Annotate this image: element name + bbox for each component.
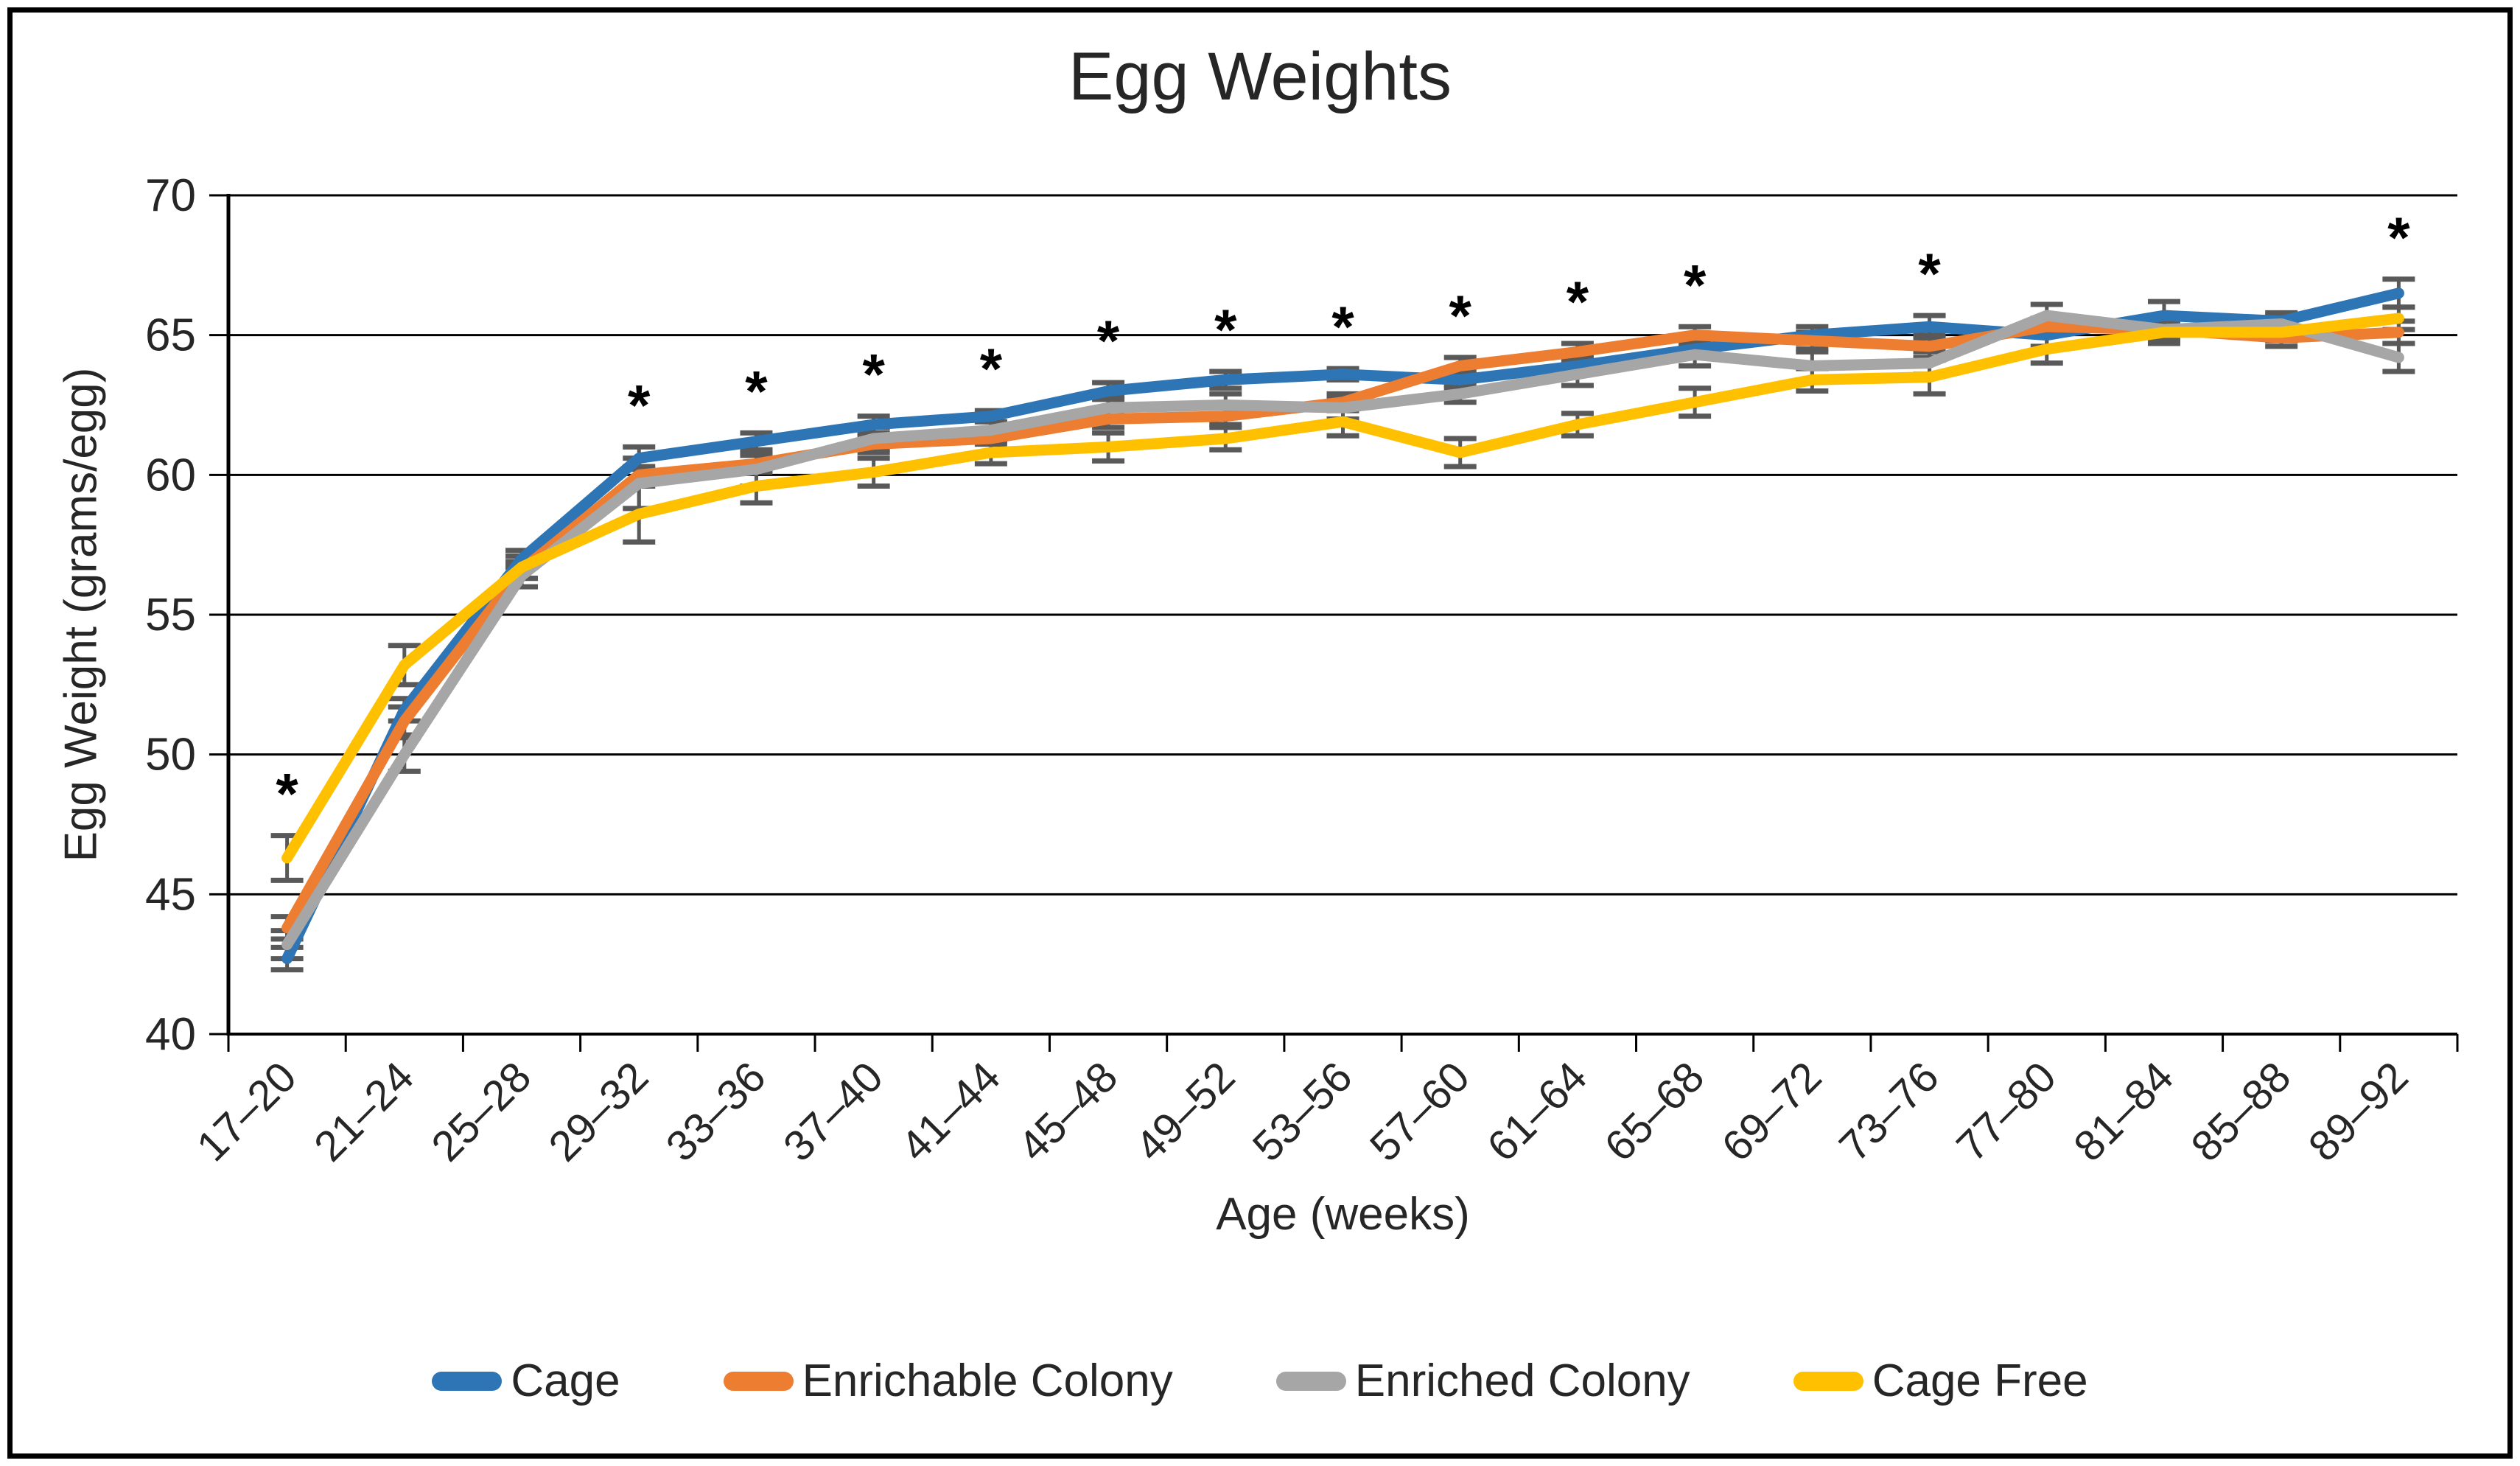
significance-asterisk: * xyxy=(1449,283,1472,348)
x-tick-label: 25–28 xyxy=(422,1053,540,1170)
x-tick-label: 57–60 xyxy=(1361,1053,1479,1170)
x-tick-label: 17–20 xyxy=(188,1053,306,1170)
significance-asterisk: * xyxy=(2387,205,2410,270)
x-tick-label: 29–32 xyxy=(539,1053,657,1170)
x-tick-label: 41–44 xyxy=(892,1053,1009,1170)
significance-asterisk: * xyxy=(1214,297,1237,362)
x-tick-label: 33–36 xyxy=(657,1053,775,1170)
y-tick-label: 40 xyxy=(145,1009,196,1060)
legend-label-cage: Cage xyxy=(511,1355,620,1406)
chart-title: Egg Weights xyxy=(1068,39,1452,114)
legend-item-enrichable-colony: Enrichable Colony xyxy=(723,1355,1173,1407)
x-tick-label: 53–56 xyxy=(1244,1053,1362,1170)
x-tick-label: 81–84 xyxy=(2065,1053,2183,1170)
legend-item-enriched-colony: Enriched Colony xyxy=(1275,1355,1690,1407)
x-tick-label: 65–68 xyxy=(1595,1053,1713,1170)
legend-item-cage: Cage xyxy=(432,1355,620,1407)
significance-asterisk: * xyxy=(1567,269,1589,334)
y-tick-label: 65 xyxy=(145,310,196,361)
significance-asterisk: * xyxy=(276,761,298,826)
x-tick-label: 61–64 xyxy=(1478,1053,1596,1170)
series-line-enrichable-colony xyxy=(281,321,2404,934)
legend-swatch-cage xyxy=(432,1371,503,1391)
x-tick-label: 45–48 xyxy=(1009,1053,1127,1170)
x-tick-label: 73–76 xyxy=(1830,1053,1948,1170)
legend-swatch-enrichable-colony xyxy=(723,1371,794,1391)
x-tick-label: 37–40 xyxy=(774,1053,892,1170)
x-tick-label: 77–80 xyxy=(1947,1053,2065,1170)
significance-asterisk: * xyxy=(980,336,1003,401)
x-tick-label: 49–52 xyxy=(1126,1053,1244,1170)
figure-border xyxy=(7,7,2513,1459)
legend-item-cage-free: Cage Free xyxy=(1793,1355,2088,1407)
y-tick-label: 55 xyxy=(145,590,196,640)
y-tick-label: 70 xyxy=(145,170,196,221)
legend-label-cage-free: Cage Free xyxy=(1872,1355,2088,1406)
significance-asterisk: * xyxy=(1097,308,1120,373)
x-tick-label: 21–24 xyxy=(305,1053,423,1170)
legend-label-enrichable-colony: Enrichable Colony xyxy=(802,1355,1173,1406)
significance-asterisk: * xyxy=(862,342,885,407)
legend-swatch-enriched-colony xyxy=(1275,1371,1346,1391)
x-axis-title: Age (weeks) xyxy=(1216,1189,1470,1240)
significance-asterisk: * xyxy=(745,358,768,423)
series-line-cage-free xyxy=(281,313,2404,864)
significance-asterisk: * xyxy=(1684,252,1707,317)
significance-asterisk: * xyxy=(1918,241,1941,306)
legend-label-enriched-colony: Enriched Colony xyxy=(1354,1355,1690,1406)
y-tick-label: 60 xyxy=(145,450,196,500)
y-axis-title: Egg Weight (grams/egg) xyxy=(55,367,107,862)
x-tick-label: 69–72 xyxy=(1713,1053,1831,1170)
significance-asterisk: * xyxy=(1331,294,1354,359)
significance-asterisk: * xyxy=(628,372,651,437)
legend: Cage Enrichable Colony Enriched Colony Cage… xyxy=(0,1355,2520,1407)
series-line-enriched-colony xyxy=(281,310,2404,951)
legend-swatch-cage-free xyxy=(1793,1371,1863,1391)
x-tick-label: 89–92 xyxy=(2300,1053,2418,1170)
y-tick-label: 45 xyxy=(145,869,196,920)
series-line-cage xyxy=(281,287,2404,965)
y-tick-label: 50 xyxy=(145,730,196,781)
x-tick-label: 85–88 xyxy=(2182,1053,2300,1170)
